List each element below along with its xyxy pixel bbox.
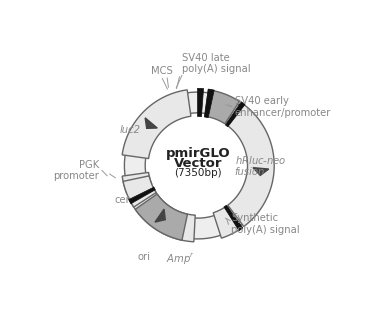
Polygon shape — [205, 90, 239, 124]
Text: $hR$luc-neo
fusion: $hR$luc-neo fusion — [235, 154, 286, 177]
Polygon shape — [145, 118, 157, 128]
Polygon shape — [213, 207, 239, 238]
Text: Synthetic
poly(A) signal: Synthetic poly(A) signal — [231, 213, 300, 235]
Text: (7350bp): (7350bp) — [174, 168, 222, 178]
Text: SV40 early
enhancer/promoter: SV40 early enhancer/promoter — [235, 96, 331, 118]
Text: ori: ori — [137, 252, 151, 262]
Text: PGK
promoter: PGK promoter — [54, 160, 99, 181]
Polygon shape — [129, 186, 195, 242]
Polygon shape — [123, 176, 156, 207]
Polygon shape — [122, 90, 191, 159]
Text: pmirGLO: pmirGLO — [166, 147, 230, 160]
Polygon shape — [198, 88, 203, 117]
Text: MCS: MCS — [151, 66, 173, 76]
Polygon shape — [122, 172, 152, 194]
Polygon shape — [124, 92, 271, 239]
Polygon shape — [135, 194, 188, 240]
Polygon shape — [205, 89, 214, 118]
Polygon shape — [155, 209, 165, 222]
Polygon shape — [129, 187, 155, 204]
Text: luc2: luc2 — [120, 125, 141, 135]
Text: cer: cer — [114, 195, 130, 205]
Text: Amp$^r$: Amp$^r$ — [166, 252, 195, 267]
Polygon shape — [225, 102, 245, 127]
Polygon shape — [228, 105, 274, 226]
Text: Vector: Vector — [174, 156, 222, 169]
Text: SV40 late
poly(A) signal: SV40 late poly(A) signal — [182, 53, 251, 74]
Polygon shape — [224, 205, 243, 231]
Polygon shape — [253, 168, 269, 175]
